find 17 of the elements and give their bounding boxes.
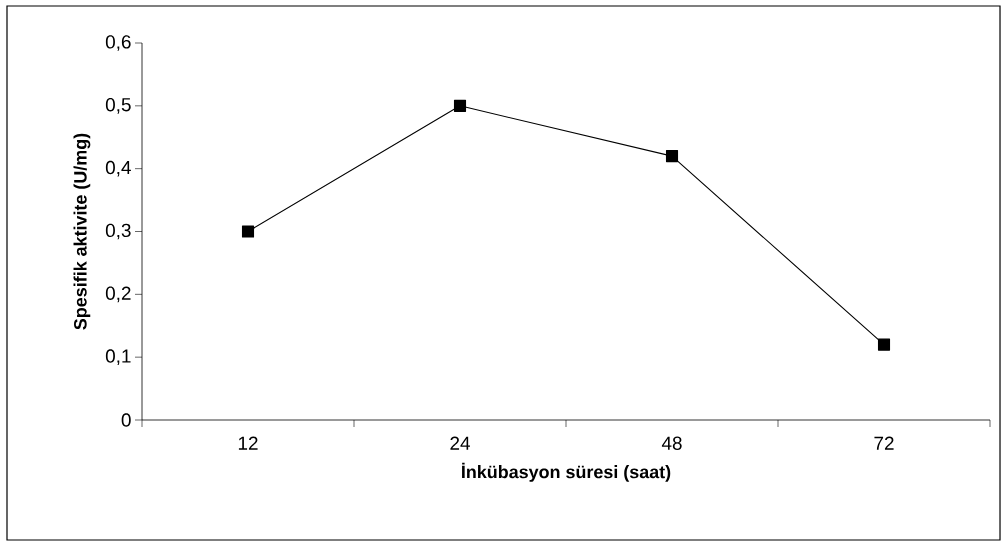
y-tick-label: 0,2 — [105, 286, 131, 303]
point — [665, 150, 679, 163]
x-tick-label: 24 — [450, 436, 470, 450]
x-axis-title: İnkübasyon süresi (saat) — [462, 462, 671, 482]
y-axis-title: Spesifik aktivite (U/mg) — [73, 133, 91, 330]
y-tick-label: 0,3 — [105, 223, 131, 240]
point — [877, 338, 891, 351]
y-tick-label: 0,5 — [105, 98, 131, 114]
y-tick-label: 0 — [121, 413, 131, 427]
x-tick-label: 12 — [238, 436, 258, 450]
y-tick-label: 0,6 — [105, 35, 131, 51]
y-tick-label: 0,1 — [105, 349, 131, 365]
x-tick-label: 48 — [661, 436, 682, 450]
y-tick-label: 0,4 — [105, 160, 131, 177]
point — [453, 99, 467, 112]
x-tick-label: 72 — [874, 436, 894, 450]
point — [241, 225, 255, 238]
